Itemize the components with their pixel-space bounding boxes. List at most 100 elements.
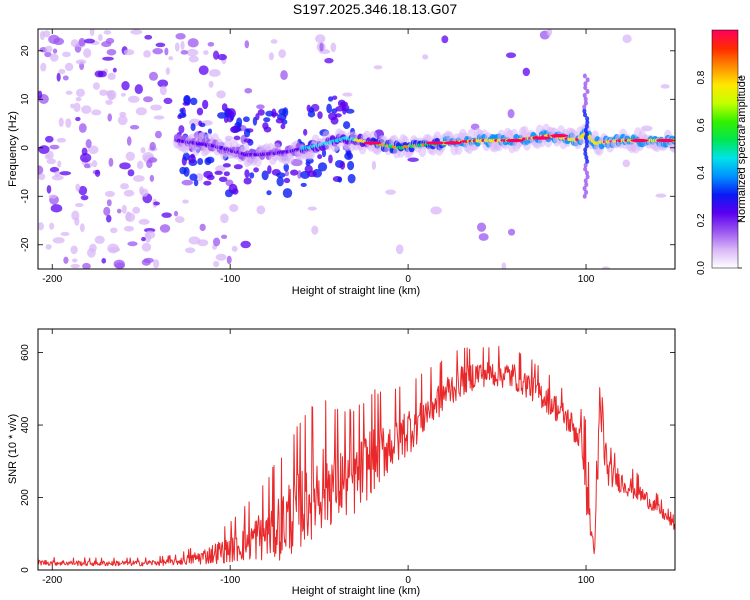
spectrogram-blob [44,51,52,58]
spectrogram-blob [215,165,226,173]
spectrogram-blob [363,141,382,145]
spectrogram-blob [52,237,65,244]
spectrogram-blob [584,139,589,145]
spectrogram-blob [149,141,156,151]
spectrogram-blob [146,159,153,169]
spectrogram-blob [203,180,212,186]
spectrogram-blob [112,67,117,73]
spectrogram-blob [129,125,140,130]
x-tick-label: -100 [220,575,240,586]
spectrogram-blob [143,50,151,58]
spectrogram-blob [45,244,52,250]
spectrogram-blob [278,49,286,59]
spectrogram-blob [215,253,227,261]
spectrogram-blob [135,107,147,116]
spectrogram-blob [585,116,590,122]
spectrogram-blob [203,170,213,179]
spectrogram-blob [120,183,129,190]
spectrogram-blob [138,218,150,225]
spectrogram-blob [630,138,649,143]
spectrogram-blob [105,99,113,105]
spectrogram-blob [130,29,143,35]
spectrogram-blob [141,236,146,242]
spectrogram-blob [275,117,284,124]
spectrogram-blob [87,247,96,258]
spectrogram-frame [37,28,676,270]
spectrogram-blob [290,158,303,167]
spectrogram-blob [157,79,169,88]
spectrogram-blob [153,201,160,206]
spectrogram-blob [505,52,517,59]
spectrogram-blob [178,125,185,134]
spectrogram-blob [152,47,164,55]
spectrogram-blob [583,151,588,157]
spectrogram-blob [193,179,199,187]
spectrogram-blob [283,163,290,172]
spectrogram-blob [83,48,92,58]
spectrogram-blob [507,228,516,236]
spectrogram-blob [218,176,228,183]
spectrogram-blob [300,182,307,187]
spectrogram-blob [174,42,180,52]
spectrogram-blob [328,96,334,102]
spectrogram-blob [73,102,81,113]
spectrogram-blob [208,80,214,88]
spectrogram-blob [60,231,70,236]
spectrogram-blob [332,95,338,100]
spectrogram-blob [217,53,227,61]
snr-x-ticks: -200 -100 0 100 [42,329,595,586]
spectrogram-blob [257,109,265,116]
spectrogram-blob [283,177,291,184]
spectrogram-blob [180,50,189,55]
spectrogram-blob [38,222,44,231]
spectrogram-blob [163,97,173,105]
spectrogram-blob [430,206,442,215]
spectrogram-blob [52,48,58,54]
spectrogram-blob [216,90,226,99]
spectrogram-blob [270,39,278,44]
spectrogram-blob [141,242,152,252]
spectrogram-blob [583,127,588,133]
spectrogram-blob [622,159,631,168]
spectrogram-blob [154,130,162,139]
spectrogram-blob [583,178,588,184]
spectrogram-blob [85,138,92,149]
spectrogram-blob [582,92,587,98]
colorbar-tick-label: 0.6 [696,118,707,132]
spectrogram-blob [65,118,72,128]
spectrogram-blob [212,50,220,60]
spectrogram-blob [284,170,290,177]
spectrogram-blob [583,100,588,106]
spectrogram-x-label: Height of straight line (km) [292,285,420,297]
spectrogram-blob [276,176,284,187]
spectrogram-blob [337,176,343,183]
spectrogram-blob [229,203,239,213]
spectrogram-blob [70,103,75,109]
spectrogram-blob [168,56,174,61]
spectrogram-blob [280,70,288,81]
spectrogram-blob [108,157,114,167]
spectrogram-blob [106,199,112,207]
spectrogram-blob [183,166,190,177]
spectrogram-blob [49,166,60,173]
colorbar-bar [711,29,739,269]
spectrogram-blob [127,95,140,103]
spectrogram-blob [244,169,250,178]
spectrogram-blob [44,135,54,143]
spectrogram-blob [153,115,165,120]
spectrogram-blob [173,210,179,217]
spectrogram-blob [243,177,252,185]
spectrogram-blob [271,108,277,118]
spectrogram-blob [136,160,144,170]
spectrogram-blob [58,117,64,128]
spectrogram-blob [231,245,238,252]
spectrogram-blob [127,241,138,247]
spectrogram-blob [342,92,353,97]
spectrogram-blob [49,53,59,62]
spectrogram-blob [125,211,132,222]
spectrogram-blob [505,138,524,143]
spectrogram-blob [148,71,159,81]
spectrogram-blob [208,69,221,77]
spectrogram-blob [74,203,84,208]
